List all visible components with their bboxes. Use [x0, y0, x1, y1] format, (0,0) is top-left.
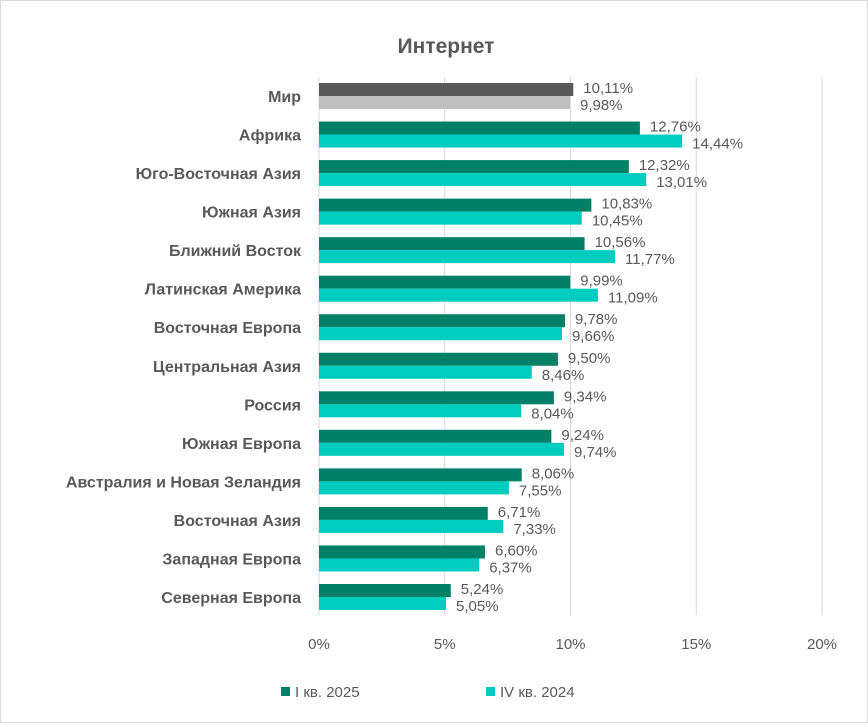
data-label: 9,99% — [580, 273, 623, 290]
category-label: Южная Европа — [182, 436, 301, 453]
x-tick-label: 5% — [434, 636, 456, 653]
category-label: Ближний Восток — [169, 243, 302, 260]
data-label: 10,83% — [601, 196, 652, 213]
bar — [319, 134, 683, 148]
bar — [319, 237, 585, 251]
data-label: 12,32% — [639, 157, 690, 174]
category-label: Африка — [239, 128, 301, 145]
bar — [319, 506, 488, 520]
bar — [319, 429, 552, 443]
x-tick-label: 20% — [807, 636, 837, 653]
bar — [319, 391, 554, 405]
data-label: 6,37% — [489, 559, 532, 576]
bar — [319, 545, 485, 559]
bar — [319, 597, 447, 610]
bar — [319, 519, 504, 533]
x-tick-label: 10% — [555, 636, 585, 653]
bar — [319, 314, 565, 328]
data-label: 10,11% — [583, 80, 633, 97]
data-label: 9,78% — [575, 311, 618, 328]
bar — [319, 83, 574, 96]
data-label: 13,01% — [656, 174, 707, 191]
bar — [319, 468, 522, 482]
bar — [319, 558, 480, 572]
bar — [319, 584, 451, 597]
data-label: 7,33% — [513, 521, 556, 538]
bar — [319, 211, 582, 225]
bar — [319, 481, 509, 495]
category-label: Латинская Америка — [145, 282, 301, 299]
data-label: 11,09% — [608, 290, 658, 307]
bar — [319, 121, 640, 135]
category-label: Южная Азия — [202, 205, 301, 222]
legend-swatch — [281, 687, 290, 696]
data-label: 8,06% — [532, 465, 575, 482]
bar — [319, 365, 532, 379]
data-label: 11,77% — [625, 251, 675, 268]
bar — [319, 404, 522, 418]
legend-swatch — [486, 687, 495, 696]
legend-label: I кв. 2025 — [295, 684, 360, 701]
data-label: 12,76% — [650, 119, 701, 136]
bar — [319, 275, 571, 289]
data-label: 9,66% — [572, 328, 615, 345]
category-label: Северная Европа — [161, 590, 301, 607]
category-label: Восточная Азия — [174, 513, 301, 530]
x-tick-label: 15% — [681, 636, 711, 653]
bar — [319, 198, 592, 212]
data-label: 9,98% — [580, 97, 623, 114]
data-label: 9,74% — [574, 444, 617, 461]
data-label: 5,24% — [461, 581, 504, 598]
category-label: Мир — [268, 89, 301, 106]
data-label: 6,60% — [495, 542, 538, 559]
data-label: 8,46% — [542, 367, 585, 384]
x-tick-label: 0% — [308, 636, 330, 653]
data-label: 10,45% — [592, 213, 643, 230]
data-label: 6,71% — [498, 504, 541, 521]
category-label: Центральная Азия — [153, 359, 301, 376]
bar — [319, 327, 562, 341]
legend-label: IV кв. 2024 — [500, 684, 575, 701]
bar — [319, 352, 558, 366]
category-label: Юго-Восточная Азия — [136, 166, 301, 183]
data-label: 9,34% — [564, 388, 607, 405]
data-label: 9,24% — [561, 427, 604, 444]
chart-title: Интернет — [398, 35, 495, 58]
category-label: Австралия и Новая Зеландия — [66, 474, 301, 491]
data-label: 10,56% — [595, 234, 646, 251]
category-label: Россия — [244, 397, 301, 414]
bar — [319, 96, 570, 109]
data-label: 7,55% — [519, 482, 562, 499]
data-label: 14,44% — [692, 136, 743, 153]
data-label: 9,50% — [568, 350, 611, 367]
data-label: 8,04% — [531, 405, 574, 422]
bar — [319, 250, 616, 264]
data-label: 5,05% — [456, 598, 499, 615]
bar — [319, 288, 598, 302]
bar — [319, 442, 564, 456]
bar — [319, 160, 629, 174]
category-label: Восточная Европа — [154, 320, 301, 337]
bar — [319, 173, 647, 187]
category-label: Западная Европа — [162, 551, 301, 568]
